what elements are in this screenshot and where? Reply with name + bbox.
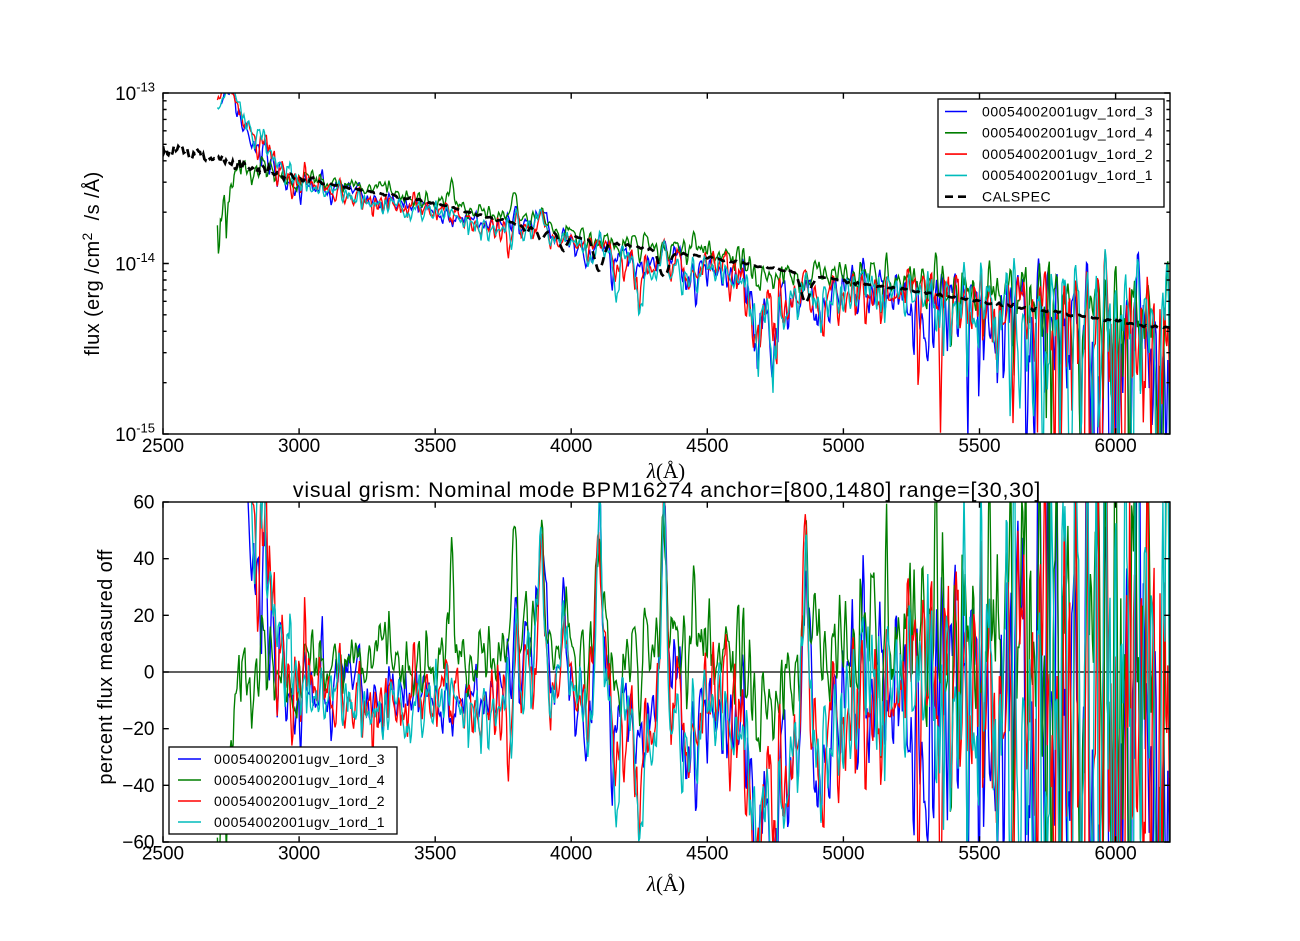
svg-text:6000: 6000 [1094, 436, 1136, 457]
svg-text:20: 20 [133, 606, 154, 627]
svg-text:5000: 5000 [822, 436, 864, 457]
svg-text:3000: 3000 [278, 844, 320, 865]
svg-text:4000: 4000 [550, 436, 592, 457]
svg-text:3500: 3500 [414, 844, 456, 865]
svg-text:λ(Å): λ(Å) [646, 459, 685, 483]
svg-text:5000: 5000 [822, 844, 864, 865]
svg-text:00054002001ugv_1ord_3: 00054002001ugv_1ord_3 [214, 751, 385, 767]
svg-text:4500: 4500 [686, 844, 728, 865]
svg-text:λ(Å): λ(Å) [646, 872, 685, 896]
svg-text:5500: 5500 [958, 436, 1000, 457]
svg-text:00054002001ugv_1ord_3: 00054002001ugv_1ord_3 [982, 103, 1153, 119]
svg-text:40: 40 [133, 549, 154, 570]
svg-text:60: 60 [133, 493, 154, 514]
svg-text:flux (erg /cm2 /s /Å): flux (erg /cm2 /s /Å) [79, 171, 104, 355]
svg-text:CALSPEC: CALSPEC [982, 189, 1051, 205]
svg-text:00054002001ugv_1ord_4: 00054002001ugv_1ord_4 [982, 125, 1153, 141]
svg-text:5500: 5500 [958, 844, 1000, 865]
svg-text:3000: 3000 [278, 436, 320, 457]
svg-text:2500: 2500 [142, 844, 184, 865]
svg-text:0: 0 [144, 663, 155, 684]
svg-text:10-13: 10-13 [115, 80, 155, 106]
svg-text:visual grism: Nominal mode BPM: visual grism: Nominal mode BPM16274 anch… [293, 478, 1041, 502]
svg-text:10-15: 10-15 [115, 421, 155, 447]
svg-text:3500: 3500 [414, 436, 456, 457]
svg-text:−40: −40 [122, 776, 154, 797]
svg-text:−60: −60 [122, 833, 154, 854]
svg-text:4500: 4500 [686, 436, 728, 457]
svg-text:10-14: 10-14 [115, 250, 155, 276]
svg-text:6000: 6000 [1094, 844, 1136, 865]
svg-text:−20: −20 [122, 719, 154, 740]
svg-text:00054002001ugv_1ord_4: 00054002001ugv_1ord_4 [214, 772, 385, 788]
svg-text:2500: 2500 [142, 436, 184, 457]
svg-text:00054002001ugv_1ord_1: 00054002001ugv_1ord_1 [982, 167, 1153, 183]
svg-text:00054002001ugv_1ord_2: 00054002001ugv_1ord_2 [214, 793, 385, 809]
svg-text:percent flux measured off: percent flux measured off [95, 549, 117, 784]
svg-text:4000: 4000 [550, 844, 592, 865]
svg-text:00054002001ugv_1ord_1: 00054002001ugv_1ord_1 [214, 814, 385, 830]
svg-text:00054002001ugv_1ord_2: 00054002001ugv_1ord_2 [982, 146, 1153, 162]
